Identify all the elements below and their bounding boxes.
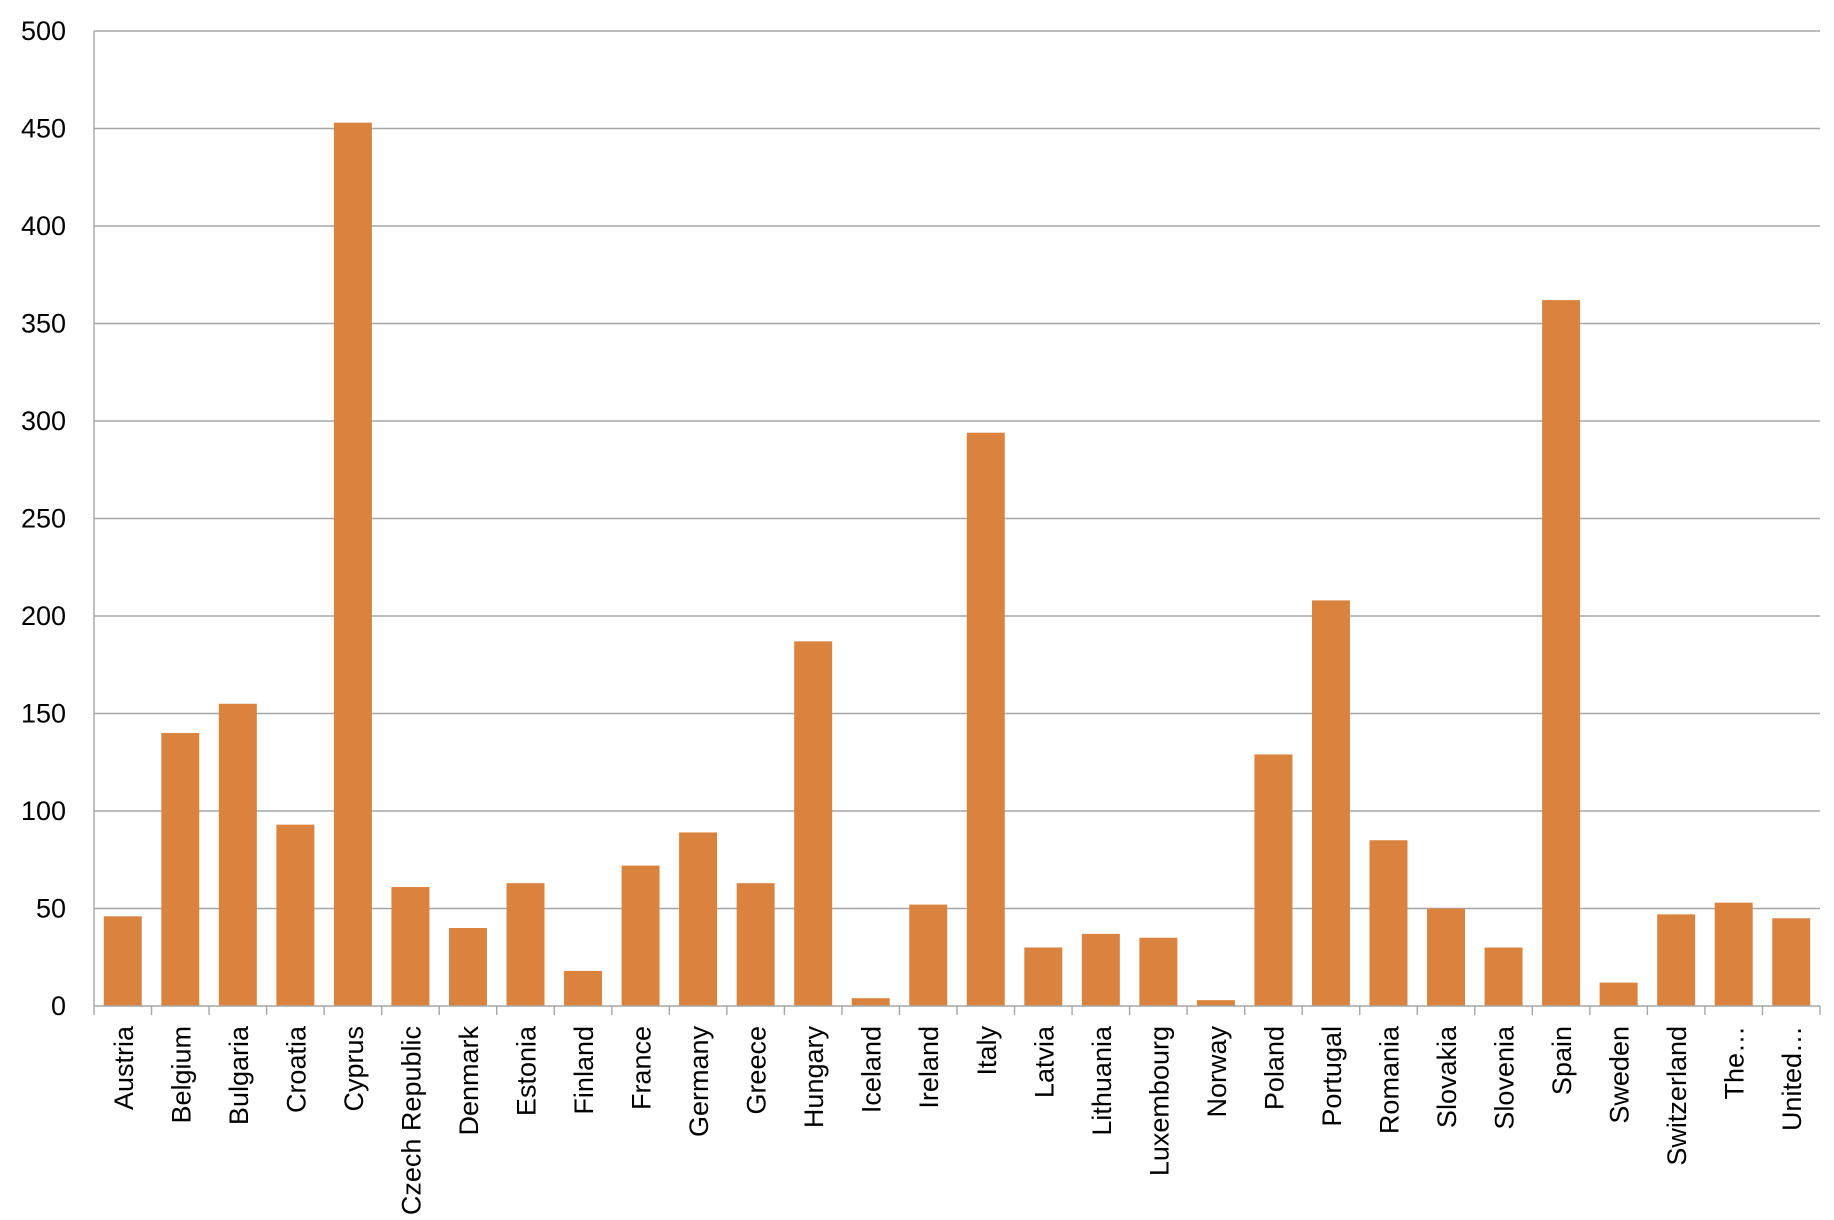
bar-poland — [1254, 754, 1293, 1006]
bar-romania — [1369, 840, 1408, 1006]
axes — [93, 31, 1821, 1015]
bar-belgium — [161, 733, 200, 1006]
bar-lithuania — [1081, 933, 1120, 1006]
bar-france — [621, 865, 660, 1006]
x-tick-label: Poland — [1259, 1026, 1289, 1110]
x-tick-label: Switzerland — [1662, 1026, 1692, 1166]
bar-estonia — [506, 883, 545, 1006]
x-tick-label: Iceland — [857, 1026, 887, 1113]
bar-slovenia — [1484, 947, 1523, 1006]
x-tick-label: The… — [1720, 1026, 1750, 1100]
y-tick-label: 50 — [36, 894, 66, 924]
bar-luxembourg — [1139, 937, 1178, 1006]
x-tick-label: Croatia — [281, 1025, 311, 1113]
bar-cyprus — [333, 122, 372, 1006]
x-tick-label: Latvia — [1029, 1025, 1059, 1098]
y-tick-label: 200 — [21, 601, 66, 631]
y-tick-label: 250 — [21, 504, 66, 534]
y-tick-label: 400 — [21, 211, 66, 241]
bar-switzerland — [1657, 914, 1696, 1006]
y-tick-label: 300 — [21, 406, 66, 436]
bar-hungary — [794, 641, 833, 1006]
bar-portugal — [1311, 600, 1350, 1006]
bar-germany — [679, 832, 718, 1006]
y-tick-label: 150 — [21, 699, 66, 729]
bar-finland — [564, 970, 603, 1006]
bar-latvia — [1024, 947, 1063, 1006]
x-tick-label: Finland — [569, 1026, 599, 1115]
x-tick-label: Luxembourg — [1144, 1026, 1174, 1176]
bars — [103, 122, 1811, 1007]
bar-spain — [1542, 300, 1581, 1007]
x-tick-label: Slovakia — [1432, 1025, 1462, 1128]
bar-ireland — [909, 904, 948, 1006]
x-tick-label: Estonia — [512, 1025, 542, 1116]
x-tick-label: Bulgaria — [224, 1025, 254, 1125]
bar-slovakia — [1427, 908, 1466, 1006]
y-tick-label: 0 — [51, 991, 66, 1021]
y-tick-label: 450 — [21, 114, 66, 144]
x-tick-label: Greece — [742, 1026, 772, 1115]
bar-denmark — [448, 928, 487, 1006]
bar-austria — [103, 916, 142, 1006]
y-tick-label: 500 — [21, 16, 66, 46]
y-tick-label: 100 — [21, 796, 66, 826]
x-tick-label: Portugal — [1317, 1026, 1347, 1127]
y-tick-labels: 0 50 100 150 200 250 300 350 400 450 500 — [21, 16, 66, 1021]
x-tick-label: France — [627, 1026, 657, 1110]
bar-italy — [966, 432, 1005, 1006]
x-tick-label: Slovenia — [1490, 1025, 1520, 1130]
bar-sweden — [1599, 982, 1638, 1006]
x-tick-labels: Austria Belgium Bulgaria Croatia Cyprus Czech… — [109, 1025, 1807, 1215]
x-tick-label: Italy — [972, 1026, 1002, 1076]
x-tick-label: Lithuania — [1087, 1025, 1117, 1136]
x-tick-label: United… — [1777, 1026, 1807, 1131]
x-tick-label: Sweden — [1605, 1026, 1635, 1124]
bar-iceland — [851, 998, 890, 1006]
x-tick-label: Norway — [1202, 1026, 1232, 1118]
bar-greece — [736, 883, 775, 1006]
x-tick-label: Czech Republic — [396, 1026, 426, 1215]
x-tick-label: Romania — [1375, 1025, 1405, 1134]
x-tick-label: Austria — [109, 1025, 139, 1110]
bar-croatia — [276, 824, 315, 1006]
x-tick-label: Hungary — [799, 1026, 829, 1129]
bar-the — [1714, 902, 1753, 1006]
bar-czech-republic — [391, 887, 430, 1006]
x-tick-label: Germany — [684, 1026, 714, 1138]
gridlines — [94, 30, 1820, 910]
y-tick-label: 350 — [21, 309, 66, 339]
x-tick-label: Spain — [1547, 1026, 1577, 1095]
bar-bulgaria — [218, 703, 257, 1006]
x-tick-label: Ireland — [914, 1026, 944, 1109]
bar-norway — [1196, 1000, 1235, 1006]
bar-united — [1772, 918, 1811, 1006]
x-tick-label: Denmark — [454, 1026, 484, 1136]
x-tick-label: Cyprus — [339, 1026, 369, 1112]
x-tick-label: Belgium — [166, 1026, 196, 1124]
